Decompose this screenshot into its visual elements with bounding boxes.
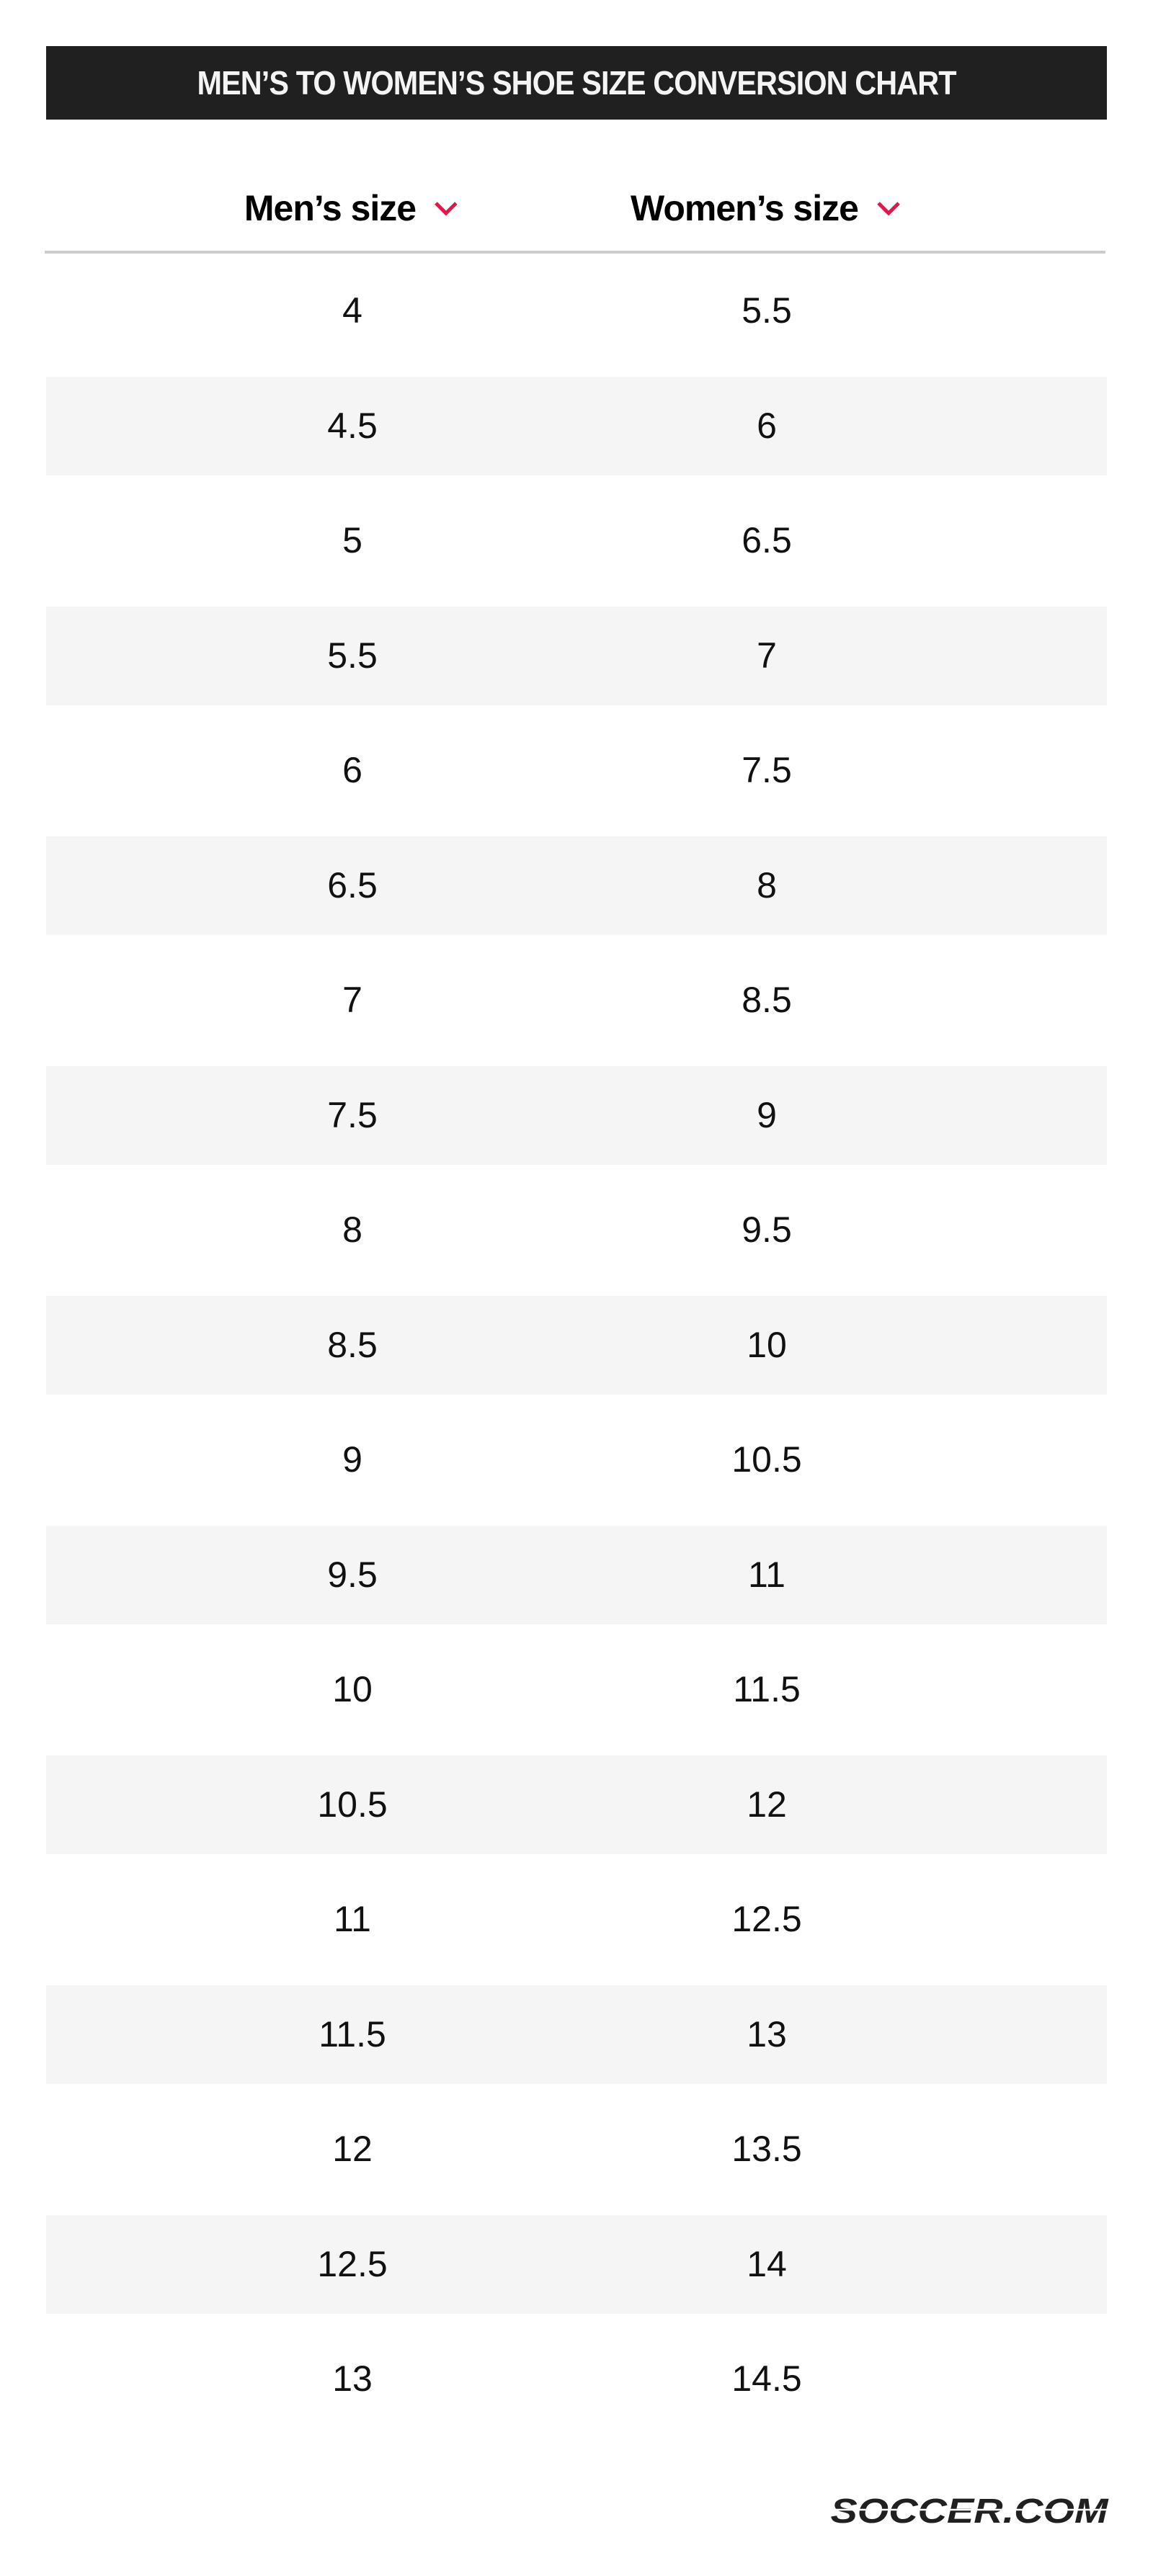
header-divider <box>45 251 1105 254</box>
mens-size-cell: 5 <box>342 520 362 560</box>
mens-size-cell: 4.5 <box>327 405 378 446</box>
mens-size-cell: 9 <box>342 1439 362 1480</box>
row-background <box>46 1525 1107 1624</box>
row-background <box>46 2330 1107 2429</box>
mens-size-cell: 12 <box>332 2129 373 2169</box>
table-row: 10 11.5 <box>46 1632 1107 1748</box>
mens-size-cell: 10 <box>332 1669 373 1709</box>
mens-size-cell: 5.5 <box>327 635 378 676</box>
column-header-womens-size: Women’s size <box>631 188 859 228</box>
row-background <box>46 2214 1107 2314</box>
mens-size-cell: 11 <box>334 1899 371 1939</box>
row-background <box>46 951 1107 1050</box>
chart-title: MEN’S TO WOMEN’S SHOE SIZE CONVERSION CH… <box>197 64 956 102</box>
table-row: 5.5 7 <box>46 599 1107 714</box>
row-background <box>46 1065 1107 1165</box>
row-background <box>46 721 1107 820</box>
table-row: 12 13.5 <box>46 2092 1107 2207</box>
mens-size-cell: 9.5 <box>327 1554 378 1595</box>
mens-size-cell: 7 <box>342 980 362 1020</box>
size-table-body: 4 5.5 4.5 6 5 6.5 5.5 7 6 7.5 6.5 8 7 8.5 7.5 9 8 9.5 8.5 1… <box>46 254 1107 2437</box>
mens-size-cell: 6.5 <box>327 864 378 905</box>
table-row: 5 6.5 <box>46 483 1107 599</box>
womens-size-cell: 14.5 <box>731 2358 802 2399</box>
womens-size-cell: 10 <box>747 1324 787 1365</box>
chart-title-bar: MEN’S TO WOMEN’S SHOE SIZE CONVERSION CH… <box>46 46 1107 120</box>
chevron-down-icon[interactable] <box>432 197 460 219</box>
row-background <box>46 261 1107 361</box>
womens-size-cell: 11 <box>748 1554 785 1595</box>
sort-womens-size[interactable]: Women’s size <box>631 166 903 251</box>
table-row: 7 8.5 <box>46 943 1107 1058</box>
mens-size-cell: 11.5 <box>319 2013 386 2054</box>
row-background <box>46 1755 1107 1854</box>
womens-size-cell: 14 <box>747 2243 787 2284</box>
row-background <box>46 1870 1107 1969</box>
column-header-mens-size: Men’s size <box>244 188 417 228</box>
mens-size-cell: 6 <box>342 750 362 790</box>
sort-mens-size[interactable]: Men’s size <box>244 166 460 251</box>
table-row: 11 12.5 <box>46 1862 1107 1977</box>
womens-size-cell: 7.5 <box>742 750 792 790</box>
row-background <box>46 1640 1107 1740</box>
mens-size-cell: 10.5 <box>317 1784 388 1825</box>
table-row: 8 9.5 <box>46 1173 1107 1288</box>
womens-size-cell: 6 <box>757 405 777 446</box>
womens-size-cell: 8 <box>757 864 777 905</box>
table-row: 12.5 14 <box>46 2207 1107 2322</box>
chevron-down-icon[interactable] <box>874 197 903 219</box>
table-row: 6 7.5 <box>46 713 1107 828</box>
womens-size-cell: 12.5 <box>731 1899 802 1939</box>
womens-size-cell: 8.5 <box>742 980 792 1020</box>
womens-size-cell: 6.5 <box>742 520 792 560</box>
row-background <box>46 1181 1107 1280</box>
table-row: 10.5 12 <box>46 1748 1107 1863</box>
table-row: 9.5 11 <box>46 1518 1107 1633</box>
row-background <box>46 376 1107 475</box>
row-background <box>46 836 1107 935</box>
mens-size-cell: 12.5 <box>317 2243 388 2284</box>
womens-size-cell: 10.5 <box>731 1439 802 1480</box>
womens-size-cell: 13.5 <box>731 2129 802 2169</box>
mens-size-cell: 8.5 <box>327 1324 378 1365</box>
row-background <box>46 2100 1107 2199</box>
table-header: Men’s size Women’s size <box>46 166 1107 251</box>
table-row: 9 10.5 <box>46 1403 1107 1518</box>
row-background <box>46 1410 1107 1510</box>
womens-size-cell: 9 <box>757 1094 777 1135</box>
table-row: 11.5 13 <box>46 1977 1107 2093</box>
row-background <box>46 1985 1107 2084</box>
mens-size-cell: 7.5 <box>327 1094 378 1135</box>
table-row: 6.5 8 <box>46 828 1107 944</box>
womens-size-cell: 7 <box>757 635 777 676</box>
mens-size-cell: 4 <box>342 290 362 331</box>
mens-size-cell: 13 <box>332 2358 373 2399</box>
womens-size-cell: 9.5 <box>742 1209 792 1250</box>
row-background <box>46 1295 1107 1395</box>
table-row: 4.5 6 <box>46 369 1107 484</box>
table-row: 4 5.5 <box>46 254 1107 369</box>
table-row: 8.5 10 <box>46 1288 1107 1403</box>
row-background <box>46 606 1107 705</box>
soccer-com-logo: SOCCER.COM <box>829 2494 1110 2527</box>
table-row: 7.5 9 <box>46 1058 1107 1173</box>
womens-size-cell: 11.5 <box>733 1669 801 1709</box>
womens-size-cell: 13 <box>747 2013 787 2054</box>
row-background <box>46 491 1107 591</box>
table-row: 13 14.5 <box>46 2322 1107 2437</box>
womens-size-cell: 12 <box>747 1784 787 1825</box>
mens-size-cell: 8 <box>342 1209 362 1250</box>
womens-size-cell: 5.5 <box>742 290 792 331</box>
